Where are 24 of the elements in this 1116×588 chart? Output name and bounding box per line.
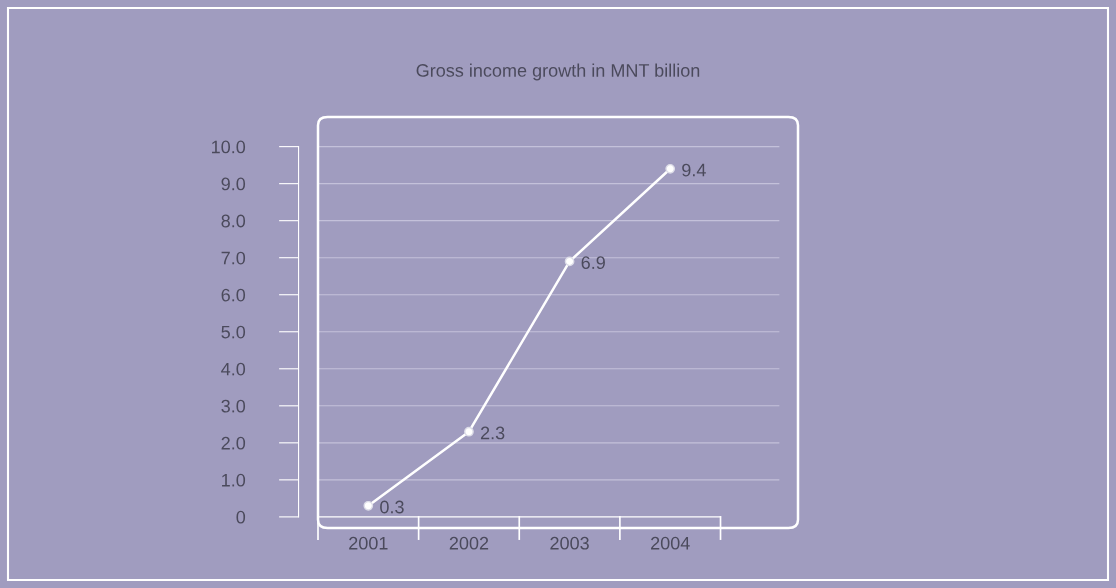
x-tick-label: 2003 xyxy=(550,536,589,550)
y-tick-label: 3.0 xyxy=(221,399,246,413)
chart-title: Gross income growth in MNT billion xyxy=(416,63,700,81)
point xyxy=(564,256,575,267)
data-label: 6.9 xyxy=(581,256,605,270)
point xyxy=(464,426,474,437)
point xyxy=(363,500,374,511)
y-tick-label: 0 xyxy=(236,510,246,524)
y-tick-label: 9.0 xyxy=(221,177,246,191)
y-tick-label: 5.0 xyxy=(221,325,246,339)
x-tick-label: 2002 xyxy=(449,536,489,550)
x-tick-label: 2004 xyxy=(651,536,690,550)
x-tick-label: 2001 xyxy=(349,536,388,550)
y-tick-label: 2.0 xyxy=(221,436,246,450)
point xyxy=(665,163,676,174)
y-tick-label: 7.0 xyxy=(221,251,246,265)
y-tick-label: 1.0 xyxy=(222,473,246,487)
data-label: 0.3 xyxy=(380,500,404,514)
y-tick-label: 8.0 xyxy=(221,214,246,228)
y-tick-label: 6.0 xyxy=(221,288,246,302)
data-label: 9.4 xyxy=(682,163,706,177)
data-label: 2.3 xyxy=(480,426,505,440)
y-tick-label: 4.0 xyxy=(221,362,246,376)
y-tick-label: 10.0 xyxy=(212,140,246,154)
